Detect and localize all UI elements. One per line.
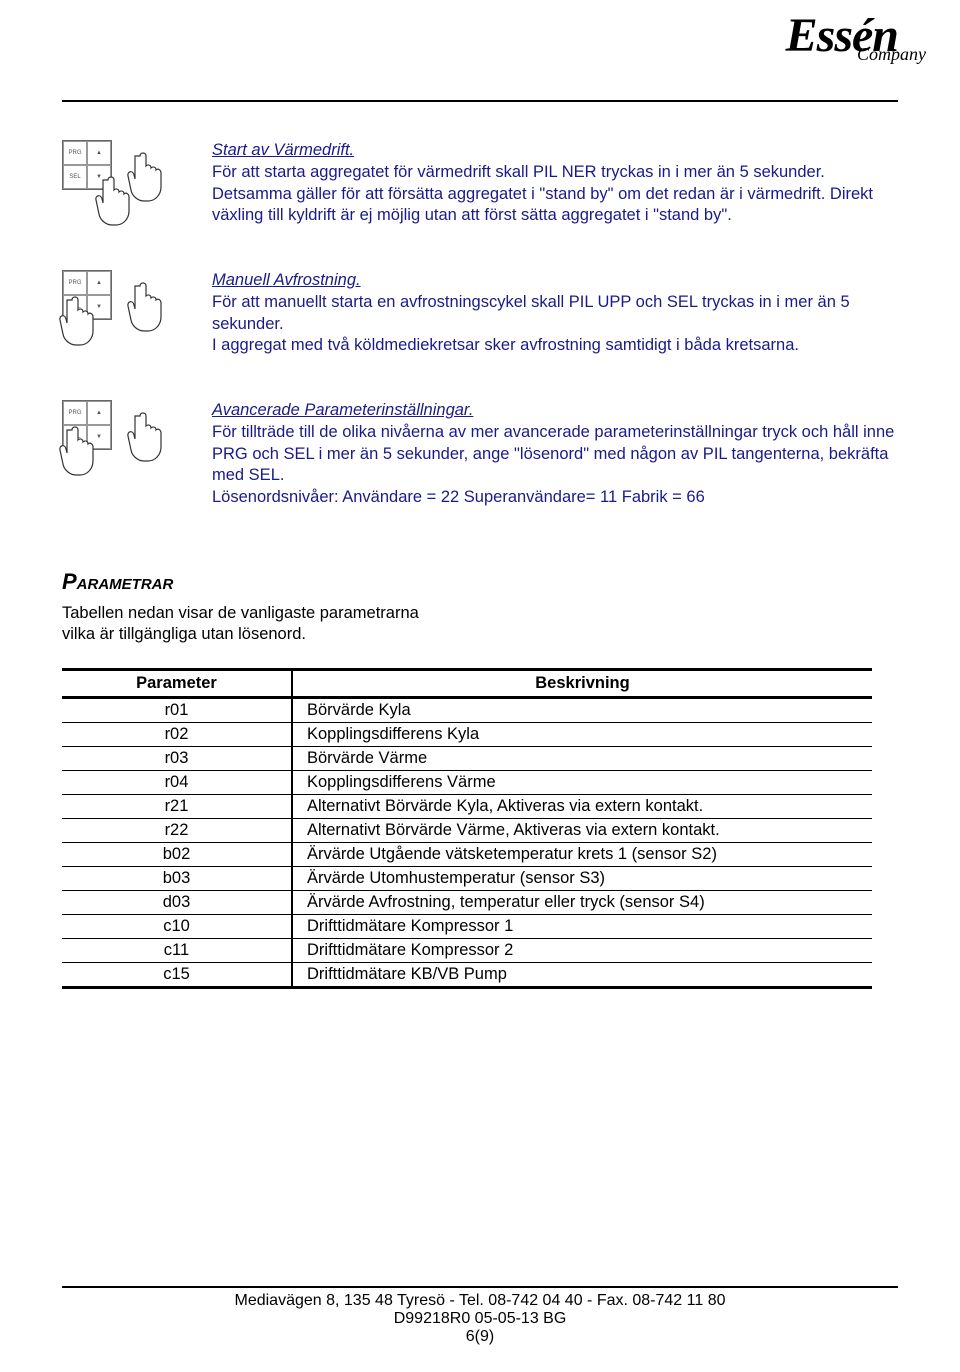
section-avancerade-params: PRG▲SEL▼ Avancerade Parameterinställning… xyxy=(62,400,898,509)
table-row: r22Alternativt Börvärde Värme, Aktiveras… xyxy=(62,818,872,842)
section-title: Manuell Avfrostning. xyxy=(212,271,361,289)
section-body: För tillträde till de olika nivåerna av … xyxy=(212,423,894,506)
param-desc: Drifttidmätare KB/VB Pump xyxy=(292,962,872,987)
param-desc: Börvärde Värme xyxy=(292,746,872,770)
col-beskrivning: Beskrivning xyxy=(292,669,872,697)
param-code: r01 xyxy=(62,697,292,722)
table-row: c10Drifttidmätare Kompressor 1 xyxy=(62,914,872,938)
page-content: PRG▲SEL▼ Start av Värmedrift. För att st… xyxy=(62,140,898,989)
table-row: b03Ärvärde Utomhustemperatur (sensor S3) xyxy=(62,866,872,890)
footer-rule xyxy=(62,1286,898,1288)
table-row: c15Drifttidmätare KB/VB Pump xyxy=(62,962,872,987)
param-code: r21 xyxy=(62,794,292,818)
param-table: Parameter Beskrivning r01Börvärde Kylar0… xyxy=(62,668,872,989)
param-code: c10 xyxy=(62,914,292,938)
table-row: r01Börvärde Kyla xyxy=(62,697,872,722)
section-title: Avancerade Parameterinställningar. xyxy=(212,401,473,419)
section-body: För att starta aggregatet för värmedrift… xyxy=(212,163,873,225)
header-rule xyxy=(62,100,898,102)
param-code: b02 xyxy=(62,842,292,866)
parametrar-intro: Tabellen nedan visar de vanligaste param… xyxy=(62,603,422,646)
param-desc: Drifttidmätare Kompressor 1 xyxy=(292,914,872,938)
section-title: Start av Värmedrift. xyxy=(212,141,354,159)
table-row: d03Ärvärde Avfrostning, temperatur eller… xyxy=(62,890,872,914)
instruction-icon: PRG▲SEL▼ xyxy=(62,400,212,509)
table-row: r21Alternativt Börvärde Kyla, Aktiveras … xyxy=(62,794,872,818)
param-desc: Kopplingsdifferens Kyla xyxy=(292,722,872,746)
table-row: b02Ärvärde Utgående vätsketemperatur kre… xyxy=(62,842,872,866)
param-code: b03 xyxy=(62,866,292,890)
param-code: r22 xyxy=(62,818,292,842)
param-desc: Alternativt Börvärde Värme, Aktiveras vi… xyxy=(292,818,872,842)
param-desc: Alternativt Börvärde Kyla, Aktiveras via… xyxy=(292,794,872,818)
param-desc: Ärvärde Utomhustemperatur (sensor S3) xyxy=(292,866,872,890)
col-parameter: Parameter xyxy=(62,669,292,697)
footer-address: Mediavägen 8, 135 48 Tyresö - Tel. 08-74… xyxy=(62,1292,898,1310)
instruction-icon: PRG▲SEL▼ xyxy=(62,140,212,230)
instruction-icon: PRG▲SEL▼ xyxy=(62,270,212,360)
table-row: r04Kopplingsdifferens Värme xyxy=(62,770,872,794)
table-row: r02Kopplingsdifferens Kyla xyxy=(62,722,872,746)
section-manuell-avfrostning: PRG▲SEL▼ Manuell Avfrostning. För att ma… xyxy=(62,270,898,360)
param-desc: Börvärde Kyla xyxy=(292,697,872,722)
section-body: För att manuellt starta en avfrostningsc… xyxy=(212,293,850,355)
footer-page-num: 6(9) xyxy=(62,1328,898,1346)
brand-logo: Essén Company xyxy=(786,8,898,63)
page-footer: Mediavägen 8, 135 48 Tyresö - Tel. 08-74… xyxy=(62,1286,898,1346)
param-desc: Ärvärde Utgående vätsketemperatur krets … xyxy=(292,842,872,866)
param-code: r02 xyxy=(62,722,292,746)
table-header-row: Parameter Beskrivning xyxy=(62,669,872,697)
param-code: d03 xyxy=(62,890,292,914)
param-code: c15 xyxy=(62,962,292,987)
param-desc: Drifttidmätare Kompressor 2 xyxy=(292,938,872,962)
param-code: r03 xyxy=(62,746,292,770)
section-start-varmedrift: PRG▲SEL▼ Start av Värmedrift. För att st… xyxy=(62,140,898,230)
table-row: c11Drifttidmätare Kompressor 2 xyxy=(62,938,872,962)
table-row: r03Börvärde Värme xyxy=(62,746,872,770)
param-desc: Ärvärde Avfrostning, temperatur eller tr… xyxy=(292,890,872,914)
param-desc: Kopplingsdifferens Värme xyxy=(292,770,872,794)
logo-sub: Company xyxy=(857,44,926,65)
footer-docid: D99218R0 05-05-13 BG xyxy=(62,1310,898,1328)
param-code: r04 xyxy=(62,770,292,794)
param-code: c11 xyxy=(62,938,292,962)
parametrar-heading: Parametrar xyxy=(62,569,898,595)
